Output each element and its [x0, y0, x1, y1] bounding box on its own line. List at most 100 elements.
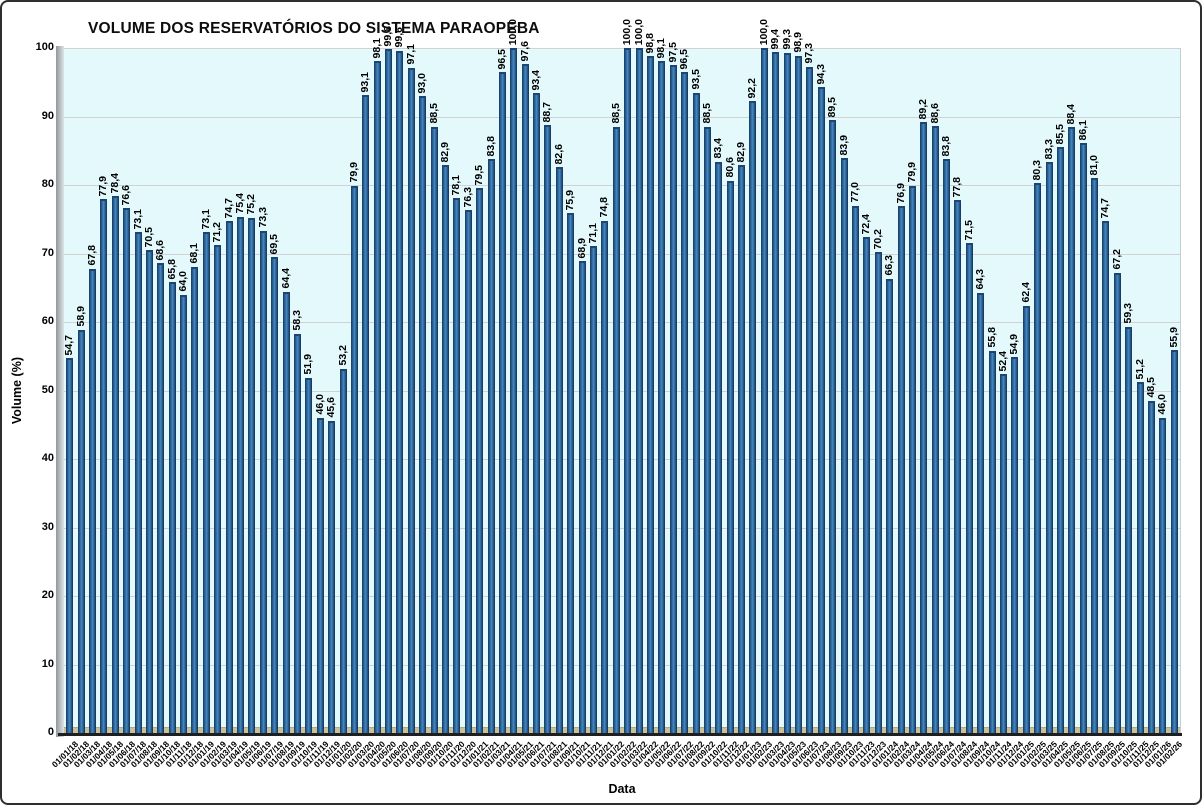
bar [293, 333, 301, 733]
x-axis-title: Data [608, 782, 636, 796]
bar-value-label: 67,8 [85, 245, 98, 266]
bar-value-label: 80,3 [1031, 159, 1044, 180]
bar-value-label: 88,6 [928, 102, 941, 124]
bar [772, 52, 780, 733]
bar-value-label: 73,1 [131, 208, 144, 230]
y-tick-label-80: 80 [41, 178, 54, 190]
y-tick-label-40: 40 [41, 452, 54, 464]
bar-value-label: 54,9 [1008, 333, 1021, 354]
bar [886, 278, 894, 733]
bar [350, 185, 358, 733]
bar [908, 185, 916, 733]
bar-value-label: 69,5 [268, 233, 281, 254]
bar [749, 101, 757, 733]
bar-value-label: 51,2 [1133, 358, 1146, 380]
bar [1102, 221, 1110, 733]
bar-value-label: 88,7 [541, 101, 554, 123]
bar-value-label: 97,6 [518, 41, 531, 62]
bar [999, 374, 1007, 733]
bar [282, 291, 290, 733]
bar [419, 95, 427, 733]
bar [476, 188, 484, 733]
bar [373, 61, 381, 733]
bar [1056, 147, 1064, 733]
bar [1068, 127, 1076, 733]
bar [943, 158, 951, 733]
bar-value-label: 58,9 [74, 306, 87, 327]
bar [66, 358, 74, 733]
bar [328, 420, 336, 733]
gridline-80 [64, 185, 1180, 187]
bar [339, 368, 347, 733]
bar-value-label: 73,3 [256, 207, 269, 228]
bar [738, 165, 746, 733]
bar-value-label: 77,8 [951, 176, 964, 198]
bar [954, 200, 962, 733]
gridline-50 [64, 390, 1180, 393]
bar-value-label: 83,8 [484, 135, 497, 156]
bar-value-label: 83,9 [837, 134, 850, 156]
bar [157, 263, 165, 733]
bar-value-label: 83,3 [1042, 138, 1055, 160]
bar [726, 180, 734, 733]
bar-value-label: 98,1 [370, 37, 383, 59]
bar-value-label: 58,3 [290, 310, 303, 331]
bar [145, 250, 153, 733]
bar [441, 165, 449, 733]
bar-value-label: 96,5 [678, 48, 691, 69]
gridline-90 [64, 116, 1180, 119]
bar-value-label: 71,2 [211, 221, 224, 243]
gridline-60 [64, 322, 1180, 324]
bar-value-label: 64,3 [974, 269, 987, 290]
bar-value-label: 70,2 [871, 228, 884, 250]
y-tick-label-20: 20 [41, 589, 54, 601]
bar-value-label: 51,9 [302, 354, 315, 375]
bar [829, 119, 837, 733]
bar-value-label: 74,8 [598, 197, 611, 218]
bar [316, 417, 324, 733]
bar [624, 48, 632, 733]
bar-value-label: 64,4 [279, 268, 292, 289]
bar-value-label: 68,1 [188, 243, 201, 264]
bar [407, 67, 415, 733]
bar-value-label: 55,9 [1167, 326, 1180, 348]
bar-value-label: 76,6 [120, 184, 133, 206]
bar [590, 245, 598, 733]
bar [362, 95, 370, 733]
bar [1045, 162, 1053, 733]
y-tick-label-30: 30 [41, 520, 54, 533]
bar [795, 55, 802, 733]
bar-value-label: 82,9 [438, 141, 451, 163]
bar [646, 56, 654, 733]
bar-value-label: 89,5 [826, 96, 839, 117]
bar-value-label: 88,4 [1065, 104, 1078, 125]
bar [100, 199, 108, 733]
bar [510, 48, 518, 733]
bar-value-label: 76,3 [461, 186, 474, 208]
bar [544, 125, 552, 733]
bar [965, 243, 973, 733]
bar-value-label: 59,3 [1122, 303, 1135, 324]
bar [612, 126, 620, 733]
bar-value-label: 67,2 [1110, 249, 1123, 270]
bar [305, 377, 313, 733]
bar [1136, 382, 1144, 733]
bar-value-label: 72,4 [860, 213, 873, 235]
bar-value-label: 68,9 [575, 237, 588, 259]
bar [134, 232, 142, 733]
bar [783, 52, 791, 733]
bar [396, 50, 404, 733]
bar [259, 230, 267, 733]
bar-value-label: 99,4 [769, 28, 782, 50]
bar-value-label: 53,2 [336, 345, 349, 366]
bar [1159, 417, 1167, 733]
bar [874, 252, 882, 733]
bar [555, 167, 563, 733]
bar-value-label: 99,3 [780, 29, 793, 50]
bar [533, 93, 541, 733]
bar [1034, 182, 1042, 733]
bar-value-label: 82,6 [552, 143, 565, 165]
bar [897, 206, 905, 733]
bar-value-label: 94,3 [814, 63, 827, 85]
